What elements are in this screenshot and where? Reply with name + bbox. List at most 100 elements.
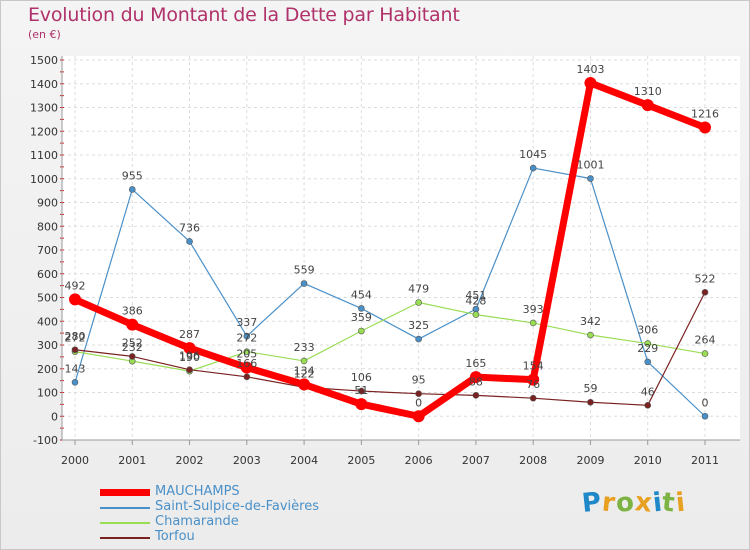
series-line-1 [74, 167, 706, 417]
series-point-2 [300, 357, 308, 365]
data-label-1: 143 [65, 362, 86, 375]
plot-area [62, 56, 740, 440]
series-point-0 [584, 77, 597, 90]
data-label-2: 342 [580, 315, 601, 328]
y-tick-label: 1500 [30, 54, 58, 67]
y-tick-label: 600 [37, 268, 58, 281]
series-point-3 [71, 346, 79, 354]
data-label-3: 166 [236, 357, 257, 370]
series-point-3 [472, 392, 480, 399]
data-label-1: 1001 [576, 159, 604, 172]
data-label-1: 229 [637, 342, 658, 355]
series-point-0 [469, 371, 482, 384]
data-label-0: 0 [415, 396, 422, 409]
data-label-2: 264 [695, 334, 716, 347]
legend-label: Chamarande [155, 514, 239, 529]
data-label-0: 165 [465, 357, 486, 370]
series-point-0 [69, 293, 81, 306]
chart-title: Evolution du Montant de la Dette par Hab… [28, 4, 460, 26]
data-label-3: 88 [469, 375, 483, 388]
x-tick-label: 2004 [290, 454, 318, 467]
data-label-1: 0 [702, 396, 709, 409]
series-layer [69, 77, 711, 423]
series-point-0 [298, 378, 311, 391]
axes: -100010020030040050060070080090010001100… [30, 54, 740, 467]
series-point-1 [529, 164, 537, 172]
y-tick-label: 500 [37, 292, 58, 305]
x-tick-label: 2000 [61, 454, 89, 467]
x-tick-label: 2002 [176, 454, 204, 467]
y-tick-label: 400 [37, 315, 58, 328]
data-label-0: 134 [294, 364, 315, 377]
data-label-3: 280 [65, 330, 86, 343]
series-point-2 [358, 327, 365, 335]
x-tick-label: 2007 [462, 454, 490, 467]
series-point-1 [71, 378, 79, 386]
data-label-0: 287 [179, 328, 200, 341]
data-label-0: 51 [354, 384, 368, 397]
y-tick-label: 1400 [30, 78, 58, 91]
legend-swatch [100, 507, 150, 509]
series-point-1 [587, 175, 594, 182]
series-point-0 [183, 342, 196, 355]
x-tick-label: 2006 [405, 454, 433, 467]
legend-label: MAUCHAMPS [155, 484, 240, 499]
x-tick-label: 2009 [576, 454, 604, 467]
data-label-0: 154 [523, 360, 544, 373]
series-point-3 [243, 373, 251, 381]
series-line-0 [71, 79, 709, 420]
data-label-1: 325 [408, 319, 429, 332]
x-tick-label: 2008 [519, 454, 547, 467]
y-tick-label: 0 [51, 410, 58, 423]
data-label-0: 492 [65, 279, 86, 292]
series-point-3 [701, 288, 709, 296]
y-tick-label: 900 [37, 197, 58, 210]
y-tick-label: 700 [37, 244, 58, 257]
data-label-0: 386 [122, 305, 143, 318]
series-point-0 [412, 410, 425, 423]
series-point-2 [587, 331, 594, 339]
legend-swatch [100, 489, 150, 496]
x-tick-label: 2001 [118, 454, 146, 467]
brand-logo: Proxiti [580, 487, 688, 519]
series-point-0 [126, 318, 139, 331]
series-point-1 [128, 186, 136, 193]
data-label-0: 205 [236, 348, 257, 361]
data-label-0: 1310 [634, 85, 662, 98]
data-label-2: 190 [179, 351, 200, 364]
series-point-0 [527, 373, 540, 386]
data-label-3: 196 [179, 350, 200, 363]
y-tick-label: -100 [33, 434, 58, 447]
data-label-2: 428 [465, 295, 486, 308]
data-label-1: 1045 [519, 148, 547, 161]
series-point-2 [644, 340, 652, 347]
data-labels: 1439557363375594543254511045100122902722… [65, 63, 720, 409]
series-point-2 [243, 348, 251, 355]
data-label-3: 46 [641, 385, 655, 398]
data-label-2: 272 [65, 332, 86, 345]
data-label-2: 233 [294, 341, 315, 354]
series-point-1 [243, 332, 251, 340]
series-point-2 [472, 311, 480, 318]
data-label-3: 95 [412, 374, 426, 387]
y-tick-label: 1300 [30, 102, 58, 115]
series-point-3 [529, 394, 537, 402]
data-label-1: 337 [236, 316, 257, 329]
series-point-3 [186, 366, 193, 374]
series-point-1 [415, 335, 422, 343]
y-tick-label: 1100 [30, 149, 58, 162]
series-point-2 [415, 299, 422, 306]
y-tick-label: 300 [37, 339, 58, 352]
data-label-3: 59 [583, 382, 597, 395]
brand-letter: i [674, 487, 688, 519]
data-label-2: 359 [351, 311, 372, 324]
x-tick-label: 2003 [233, 454, 261, 467]
data-label-2: 479 [408, 282, 429, 295]
series-line-3 [74, 291, 706, 406]
data-label-2: 306 [637, 324, 658, 337]
data-label-3: 76 [526, 378, 540, 391]
legend-swatch [100, 537, 150, 539]
y-tick-label: 1000 [30, 173, 58, 186]
data-label-0: 1216 [691, 107, 719, 120]
data-label-2: 272 [236, 332, 257, 345]
